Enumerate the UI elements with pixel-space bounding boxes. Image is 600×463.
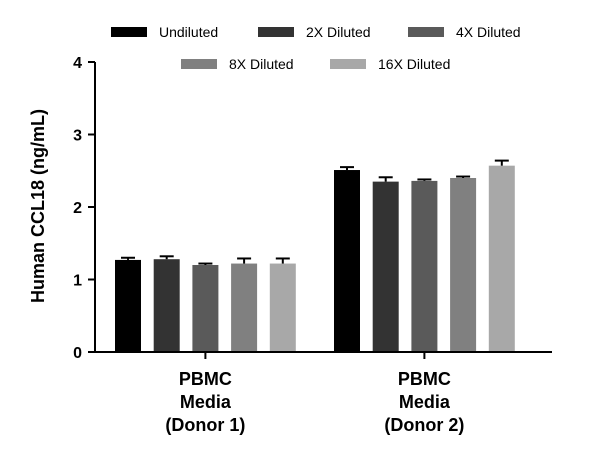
y-tick-label: 3 <box>73 128 82 145</box>
x-category-label: PBMC Media (Donor 1) <box>165 369 245 435</box>
y-axis-label: Human CCL18 (ng/mL) <box>28 109 48 303</box>
x-category-label-line: PBMC <box>179 369 232 389</box>
y-tick-label: 2 <box>73 200 82 217</box>
x-category-label-line: Media <box>399 392 451 412</box>
legend-label: 2X Diluted <box>306 24 371 40</box>
x-category-label-line: Media <box>180 392 232 412</box>
legend-item-16x-diluted: 16X Diluted <box>330 56 450 72</box>
y-tick-label: 4 <box>73 55 82 72</box>
legend-item-8x-diluted: 8X Diluted <box>181 56 294 72</box>
bar-8x-diluted-group-2 <box>450 178 477 352</box>
x-category-label-line: (Donor 1) <box>165 415 245 435</box>
legend-label: Undiluted <box>159 24 218 40</box>
legend-label: 16X Diluted <box>378 56 450 72</box>
legend-label: 4X Diluted <box>456 24 521 40</box>
legend-item-4x-diluted: 4X Diluted <box>408 24 521 40</box>
legend-swatch <box>181 59 217 69</box>
bars <box>115 159 515 352</box>
bar-2x-diluted-group-2 <box>372 181 399 352</box>
legend-swatch <box>408 27 444 37</box>
bar-8x-diluted-group-1 <box>231 263 258 352</box>
x-category-label-line: PBMC <box>398 369 451 389</box>
legend-swatch <box>111 27 147 37</box>
x-category-label-line: (Donor 2) <box>384 415 464 435</box>
x-category-label: PBMC Media (Donor 2) <box>384 369 464 435</box>
bar-undiluted-group-2 <box>334 170 360 352</box>
legend: Undiluted 2X Diluted 4X Diluted 8X Diluted 1… <box>111 24 521 72</box>
legend-item-2x-diluted: 2X Diluted <box>258 24 371 40</box>
bar-16x-diluted-group-2 <box>488 165 515 352</box>
bar-4x-diluted-group-2 <box>411 180 438 352</box>
bar-16x-diluted-group-1 <box>269 263 296 352</box>
legend-swatch <box>258 27 294 37</box>
axes: 0 1 2 3 4 PBMC Media (Donor 1) PBMC Media (Donor 2… <box>73 55 552 435</box>
legend-label: 8X Diluted <box>229 56 294 72</box>
bar-undiluted-group-1 <box>115 259 141 352</box>
bar-4x-diluted-group-1 <box>192 265 219 352</box>
legend-swatch <box>330 59 366 69</box>
bar-2x-diluted-group-1 <box>153 259 180 352</box>
y-tick-label: 1 <box>73 273 82 290</box>
y-tick-label: 0 <box>73 345 82 362</box>
legend-item-undiluted: Undiluted <box>111 24 218 40</box>
